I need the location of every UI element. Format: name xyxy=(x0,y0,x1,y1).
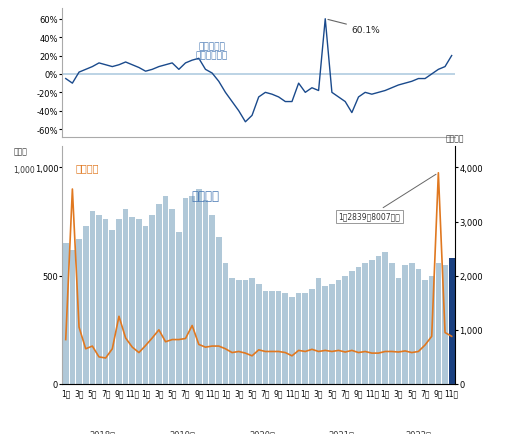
Bar xyxy=(149,216,155,384)
Bar xyxy=(123,209,128,384)
Bar xyxy=(249,278,255,384)
Bar xyxy=(362,263,368,384)
Bar xyxy=(176,233,181,384)
Bar xyxy=(269,291,275,384)
Bar xyxy=(303,293,308,384)
Bar xyxy=(116,220,122,384)
Bar xyxy=(382,252,388,384)
Bar xyxy=(442,265,448,384)
Text: 倒産件数: 倒産件数 xyxy=(191,190,219,203)
Bar xyxy=(389,263,395,384)
Bar xyxy=(436,263,441,384)
Bar xyxy=(289,298,295,384)
Bar xyxy=(136,220,142,384)
Text: 2020年: 2020年 xyxy=(249,430,275,434)
Bar xyxy=(76,239,82,384)
Bar xyxy=(375,256,381,384)
Bar xyxy=(209,216,215,384)
Bar xyxy=(143,226,148,384)
Text: （倒産件数）: （倒産件数） xyxy=(196,51,228,60)
Bar xyxy=(329,285,335,384)
Bar xyxy=(103,220,109,384)
Bar xyxy=(336,280,341,384)
Bar xyxy=(349,272,355,384)
Bar xyxy=(256,285,262,384)
Text: 2019年: 2019年 xyxy=(169,430,195,434)
Bar xyxy=(296,293,302,384)
Bar xyxy=(83,226,88,384)
Bar xyxy=(216,237,222,384)
Bar xyxy=(203,201,209,384)
Bar xyxy=(316,278,321,384)
Bar xyxy=(322,287,328,384)
Text: 2018年: 2018年 xyxy=(89,430,115,434)
Text: 1兆2839億8007万円: 1兆2839億8007万円 xyxy=(339,175,436,221)
Bar xyxy=(396,278,401,384)
Bar xyxy=(63,243,69,384)
Bar xyxy=(96,216,102,384)
Bar xyxy=(422,280,428,384)
Bar xyxy=(242,280,248,384)
Bar xyxy=(409,263,414,384)
Bar xyxy=(402,265,408,384)
Bar xyxy=(342,276,348,384)
Bar xyxy=(110,230,115,384)
Bar xyxy=(163,196,168,384)
Bar xyxy=(236,280,242,384)
Bar xyxy=(276,291,281,384)
Bar xyxy=(229,278,235,384)
Bar xyxy=(415,270,421,384)
Bar xyxy=(70,250,75,384)
Bar xyxy=(263,291,268,384)
Bar xyxy=(369,261,374,384)
Bar xyxy=(282,293,288,384)
Text: 2022年: 2022年 xyxy=(406,430,432,434)
Text: 前年同月比: 前年同月比 xyxy=(199,42,226,51)
Bar xyxy=(356,267,361,384)
Bar xyxy=(89,211,95,384)
Bar xyxy=(429,276,435,384)
Text: （件）: （件） xyxy=(14,148,27,156)
Text: 2021年: 2021年 xyxy=(329,430,355,434)
Bar xyxy=(183,198,188,384)
Bar xyxy=(196,190,202,384)
Bar xyxy=(170,209,175,384)
Bar xyxy=(223,263,228,384)
Bar xyxy=(129,218,135,384)
Bar xyxy=(156,205,162,384)
Text: （億円）: （億円） xyxy=(446,134,464,143)
Text: 60.1%: 60.1% xyxy=(328,20,381,35)
Bar xyxy=(309,289,315,384)
Text: 負債総額: 負債総額 xyxy=(76,162,99,172)
Bar xyxy=(189,196,195,384)
Bar xyxy=(449,259,454,384)
Text: 1,000: 1,000 xyxy=(14,165,35,174)
